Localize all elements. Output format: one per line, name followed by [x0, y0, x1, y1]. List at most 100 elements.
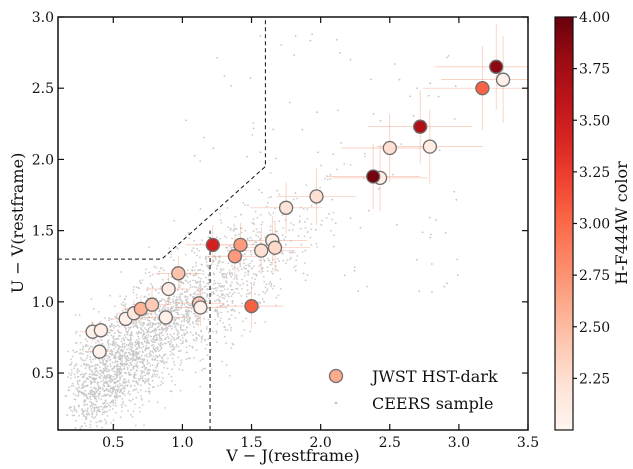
ceers-sample-point	[207, 264, 209, 266]
ceers-sample-point	[119, 362, 122, 365]
ceers-sample-point	[146, 297, 149, 299]
ceers-sample-point	[225, 342, 227, 345]
ceers-sample-point	[80, 365, 83, 367]
ceers-sample-point	[155, 354, 157, 357]
ceers-sample-point	[116, 363, 119, 366]
ceers-sample-point	[135, 363, 138, 365]
ceers-sample-point	[309, 39, 312, 42]
ceers-sample-point	[91, 374, 94, 376]
ceers-sample-point	[90, 394, 93, 396]
ceers-sample-point	[453, 190, 456, 193]
ceers-sample-point	[136, 341, 139, 343]
ceers-sample-point	[244, 204, 246, 206]
ceers-sample-point	[74, 314, 77, 316]
ceers-sample-point	[152, 369, 155, 372]
ceers-sample-point	[187, 269, 189, 272]
ceers-sample-point	[112, 337, 115, 339]
ceers-sample-point	[77, 383, 80, 386]
ceers-sample-point	[111, 378, 114, 381]
ceers-sample-point	[90, 391, 92, 394]
ceers-sample-point	[182, 329, 184, 332]
ceers-sample-point	[219, 285, 222, 288]
ceers-sample-point	[70, 358, 72, 361]
ceers-sample-point	[110, 391, 112, 394]
ceers-sample-point	[169, 342, 172, 345]
legend-label-ceers: CEERS sample	[372, 394, 493, 413]
ceers-sample-point	[195, 265, 197, 267]
ceers-sample-point	[113, 378, 116, 380]
ceers-sample-point	[105, 410, 108, 413]
ceers-sample-point	[268, 212, 270, 215]
ceers-sample-point	[147, 390, 150, 393]
ceers-sample-point	[265, 205, 268, 208]
ceers-sample-point	[107, 344, 110, 346]
ceers-sample-point	[456, 258, 459, 261]
ceers-sample-point	[226, 300, 228, 303]
ceers-sample-point	[170, 276, 173, 278]
ceers-sample-point	[144, 272, 147, 274]
ceers-sample-point	[82, 382, 84, 385]
ceers-sample-point	[304, 262, 306, 265]
ceers-sample-point	[288, 251, 291, 254]
ceers-sample-point	[149, 353, 152, 356]
ceers-sample-point	[243, 274, 246, 277]
hst-dark-point	[161, 281, 176, 297]
ceers-sample-point	[114, 352, 117, 355]
ceers-sample-point	[310, 243, 313, 246]
ceers-sample-point	[106, 365, 109, 368]
ceers-sample-point	[260, 191, 263, 194]
ceers-sample-point	[364, 152, 366, 155]
ceers-sample-point	[204, 256, 207, 258]
ceers-sample-point	[331, 198, 334, 201]
ceers-sample-point	[75, 419, 77, 422]
ceers-sample-point	[95, 341, 97, 344]
ceers-sample-point	[91, 406, 94, 408]
ceers-sample-point	[149, 335, 152, 338]
ceers-sample-point	[141, 329, 144, 331]
ceers-sample-point	[108, 409, 111, 411]
ceers-sample-point	[167, 357, 169, 360]
ceers-sample-point	[90, 361, 93, 364]
ceers-sample-point	[83, 399, 86, 401]
ceers-sample-point	[258, 188, 261, 191]
ceers-sample-point	[176, 246, 179, 249]
ceers-sample-point	[268, 283, 270, 285]
ceers-sample-point	[193, 356, 195, 359]
ceers-sample-point	[290, 256, 292, 259]
colorbar-tick-label: 2.75	[579, 268, 610, 284]
ceers-sample-point	[161, 339, 164, 342]
ceers-sample-point	[159, 349, 162, 351]
ceers-sample-point	[91, 415, 94, 418]
ceers-sample-point	[157, 348, 159, 351]
ceers-sample-point	[109, 385, 111, 387]
ceers-sample-point	[158, 328, 161, 331]
ceers-sample-point	[201, 292, 204, 294]
ceers-sample-point	[210, 348, 213, 351]
ceers-sample-point	[229, 283, 232, 286]
ceers-sample-point	[246, 284, 249, 287]
ceers-sample-point	[162, 278, 164, 281]
ceers-sample-point	[194, 315, 197, 318]
ceers-sample-point	[136, 361, 139, 363]
ceers-sample-point	[453, 118, 456, 120]
ceers-sample-point	[206, 296, 209, 298]
ceers-sample-point	[296, 255, 299, 257]
ceers-sample-point	[339, 52, 341, 54]
ceers-sample-point	[129, 393, 131, 396]
ceers-sample-point	[133, 403, 136, 405]
ceers-sample-point	[113, 348, 115, 350]
ceers-sample-point	[99, 392, 101, 395]
ceers-sample-point	[214, 300, 216, 302]
ceers-sample-point	[343, 163, 346, 165]
ceers-sample-point	[186, 314, 189, 317]
ceers-sample-point	[400, 143, 403, 146]
ceers-sample-point	[140, 398, 143, 401]
ceers-sample-point	[252, 222, 255, 225]
ceers-sample-point	[123, 363, 125, 366]
hst-dark-point	[144, 297, 160, 312]
ceers-sample-point	[130, 400, 132, 402]
ceers-sample-point	[227, 262, 230, 265]
ceers-sample-point	[220, 269, 223, 272]
ceers-sample-point	[133, 352, 136, 355]
ceers-sample-point	[117, 380, 120, 383]
